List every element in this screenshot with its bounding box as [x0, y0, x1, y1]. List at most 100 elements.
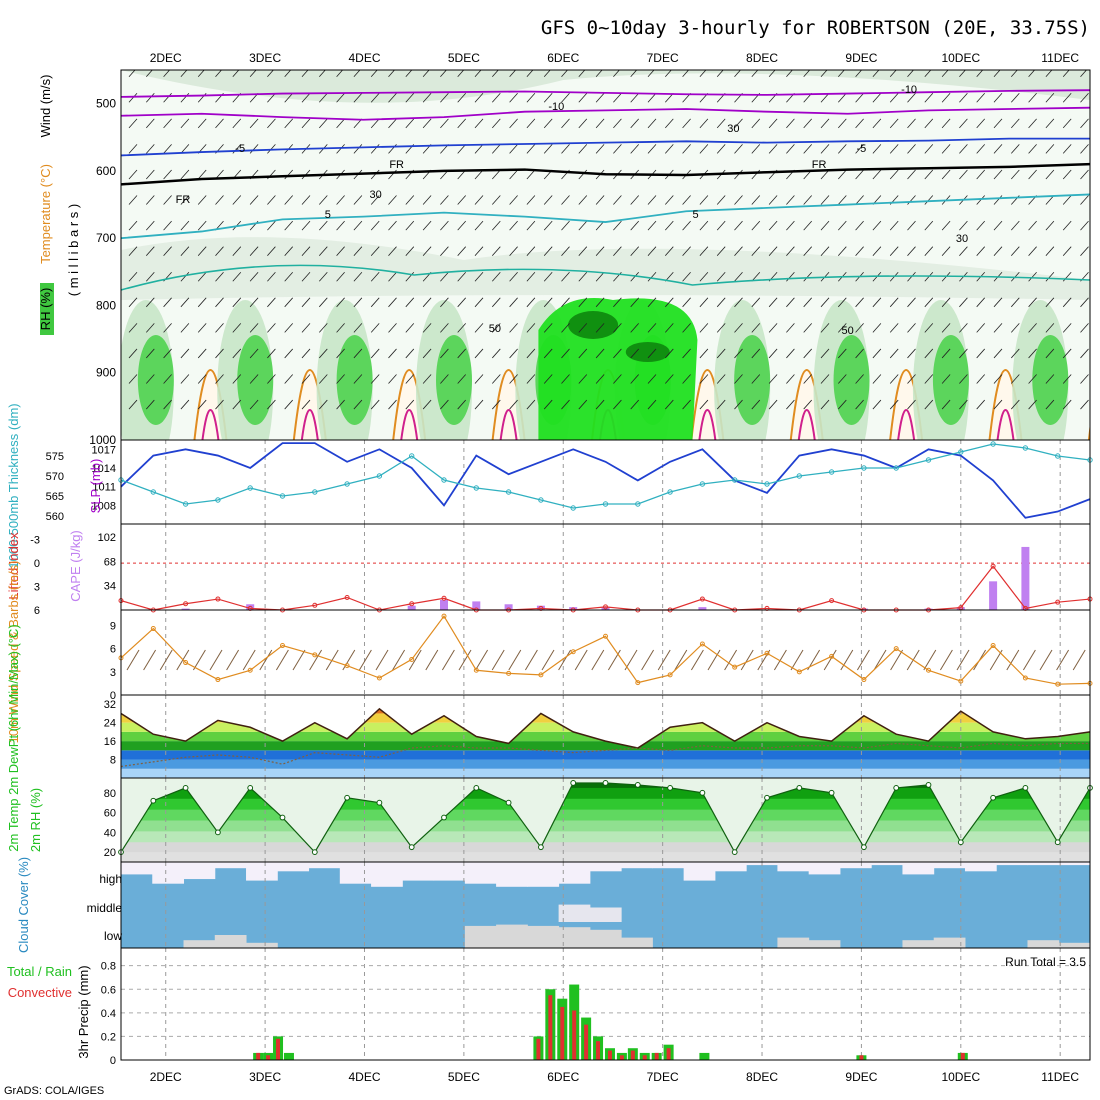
wind-barb	[976, 348, 985, 359]
wind-barb	[405, 323, 415, 333]
contour-label: -5	[856, 143, 866, 155]
wind-barb	[820, 297, 830, 308]
rh-marker	[441, 814, 447, 821]
wind-barb	[146, 169, 155, 180]
wind-barb	[647, 195, 657, 205]
upper-air-panel: -10 -10 -5 -5 FR FR FR 5 5 30 30 50 50 30 500 600 700 800…	[38, 69, 1091, 447]
wind-barb	[578, 297, 588, 308]
contour-label: FR	[176, 194, 191, 206]
wind-barb	[422, 118, 432, 129]
wind-barb	[734, 169, 743, 180]
wind-barb	[976, 118, 985, 129]
wind-barb	[128, 93, 138, 103]
wind-barb	[976, 93, 985, 103]
wind-barb	[1011, 118, 1020, 129]
wind-speed-marker	[312, 652, 318, 658]
wind-barb	[665, 246, 674, 256]
wind-barb	[993, 246, 1003, 256]
wind-speed-marker	[635, 680, 641, 686]
rh-upper-band	[121, 70, 1090, 103]
wind-barb	[1011, 144, 1020, 154]
thickness-marker	[1022, 445, 1029, 451]
surface-wind-barb	[143, 649, 157, 671]
surface-wind-barb	[674, 649, 688, 671]
wind-barb	[163, 348, 172, 359]
wind-barb	[595, 70, 603, 77]
contour-label: 30	[369, 189, 381, 201]
wind-barb	[803, 297, 812, 308]
wind-barb	[146, 220, 155, 231]
wind-barb	[180, 118, 190, 129]
wind-barb	[336, 246, 345, 256]
wind-barb	[1062, 348, 1072, 359]
ylabel-cape: CAPE (J/kg)	[68, 530, 83, 602]
wind-barb	[751, 246, 761, 256]
wind-barb	[959, 399, 968, 410]
thickness-marker	[441, 477, 447, 483]
wind-barb	[474, 118, 484, 129]
wind-barb	[578, 195, 588, 205]
wind-barb	[492, 220, 501, 231]
wind-barb	[370, 220, 380, 231]
isotherm-line	[121, 106, 1090, 121]
rh-marker	[796, 784, 803, 791]
temp-tick: 8	[110, 755, 116, 767]
contour-label: 5	[692, 209, 698, 221]
wind-barb	[561, 323, 570, 333]
cloud-bar	[933, 862, 966, 869]
wind-barb	[492, 93, 501, 103]
wind-barb	[889, 323, 899, 333]
wind-barb	[1011, 220, 1020, 231]
wind-barb	[803, 374, 812, 384]
wind-barb	[370, 271, 380, 282]
thickness-marker	[247, 485, 253, 491]
wind-barb	[232, 323, 242, 333]
wind-barb	[232, 70, 240, 77]
wind-barb	[734, 195, 743, 205]
cloud-bar	[152, 862, 185, 884]
wind-barb	[249, 297, 259, 308]
cloud-bar	[558, 862, 591, 884]
wind-barb	[1080, 118, 1089, 129]
wind-barb	[924, 399, 934, 410]
precip-tick: 0	[110, 1055, 116, 1067]
wind-barb	[907, 399, 916, 410]
wind-barb	[319, 323, 328, 333]
wind-barb	[1045, 144, 1055, 154]
wind-barb	[543, 195, 553, 205]
day-label-bottom: 7DEC	[647, 1070, 679, 1084]
wind-barb	[716, 348, 726, 359]
wind-speed-marker	[796, 669, 802, 675]
surface-wind-barb	[873, 649, 887, 671]
wind-barb	[440, 220, 449, 231]
wind-barb	[941, 246, 951, 256]
wind-barb	[1028, 169, 1037, 180]
wind-barb	[993, 118, 1003, 129]
ylabel-cloud-cover: Cloud Cover (%)	[16, 857, 31, 953]
wind-barb	[457, 374, 466, 384]
wind-barb	[301, 271, 311, 282]
cloud-bar	[527, 862, 560, 887]
wind-barb	[993, 195, 1003, 205]
thickness-marker	[215, 497, 221, 503]
surface-wind-barb	[491, 649, 505, 671]
wind-barb	[647, 144, 657, 154]
wind-barb	[889, 220, 899, 231]
wind-barb	[440, 399, 449, 410]
wind-barb	[492, 348, 501, 359]
wind-barb	[388, 348, 397, 359]
wind-barb	[838, 70, 845, 77]
contour-label: 30	[956, 233, 968, 245]
wind-barb	[561, 271, 570, 282]
wind-barb	[768, 323, 778, 333]
wind-barb	[492, 70, 499, 77]
wind-barb	[855, 93, 864, 103]
day-label-top: 2DEC	[150, 51, 182, 65]
bottom-day-labels: 2DEC 3DEC 4DEC 5DEC 6DEC 7DEC 8DEC 9DEC 10DEC 11D…	[150, 1070, 1080, 1084]
wind-barb	[128, 195, 138, 205]
wind-barb	[561, 246, 570, 256]
wind-speed-marker	[699, 641, 705, 647]
thermal-plume	[1087, 422, 1090, 440]
surface-wind-barb	[292, 649, 306, 671]
wind-speed-marker	[409, 656, 415, 662]
